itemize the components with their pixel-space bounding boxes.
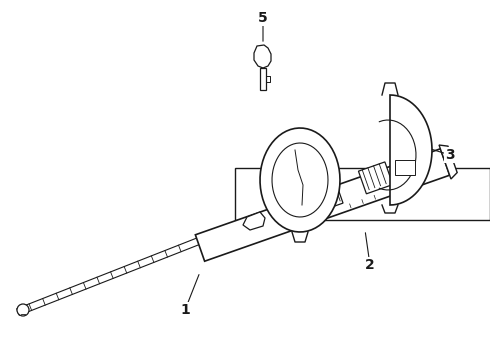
Text: 3: 3 <box>445 148 455 162</box>
Polygon shape <box>301 177 343 215</box>
Text: 1: 1 <box>180 303 190 317</box>
Polygon shape <box>359 162 393 194</box>
Polygon shape <box>390 95 432 205</box>
Polygon shape <box>196 149 450 261</box>
Polygon shape <box>243 212 265 230</box>
Polygon shape <box>260 128 340 232</box>
Polygon shape <box>395 160 415 175</box>
Polygon shape <box>260 68 266 90</box>
Polygon shape <box>17 212 266 315</box>
Circle shape <box>17 304 29 316</box>
Polygon shape <box>254 45 271 68</box>
Text: 4: 4 <box>280 131 290 145</box>
Polygon shape <box>439 145 457 179</box>
Text: 2: 2 <box>365 258 375 272</box>
Text: 5: 5 <box>258 11 268 25</box>
Polygon shape <box>235 168 490 220</box>
Polygon shape <box>272 143 328 217</box>
